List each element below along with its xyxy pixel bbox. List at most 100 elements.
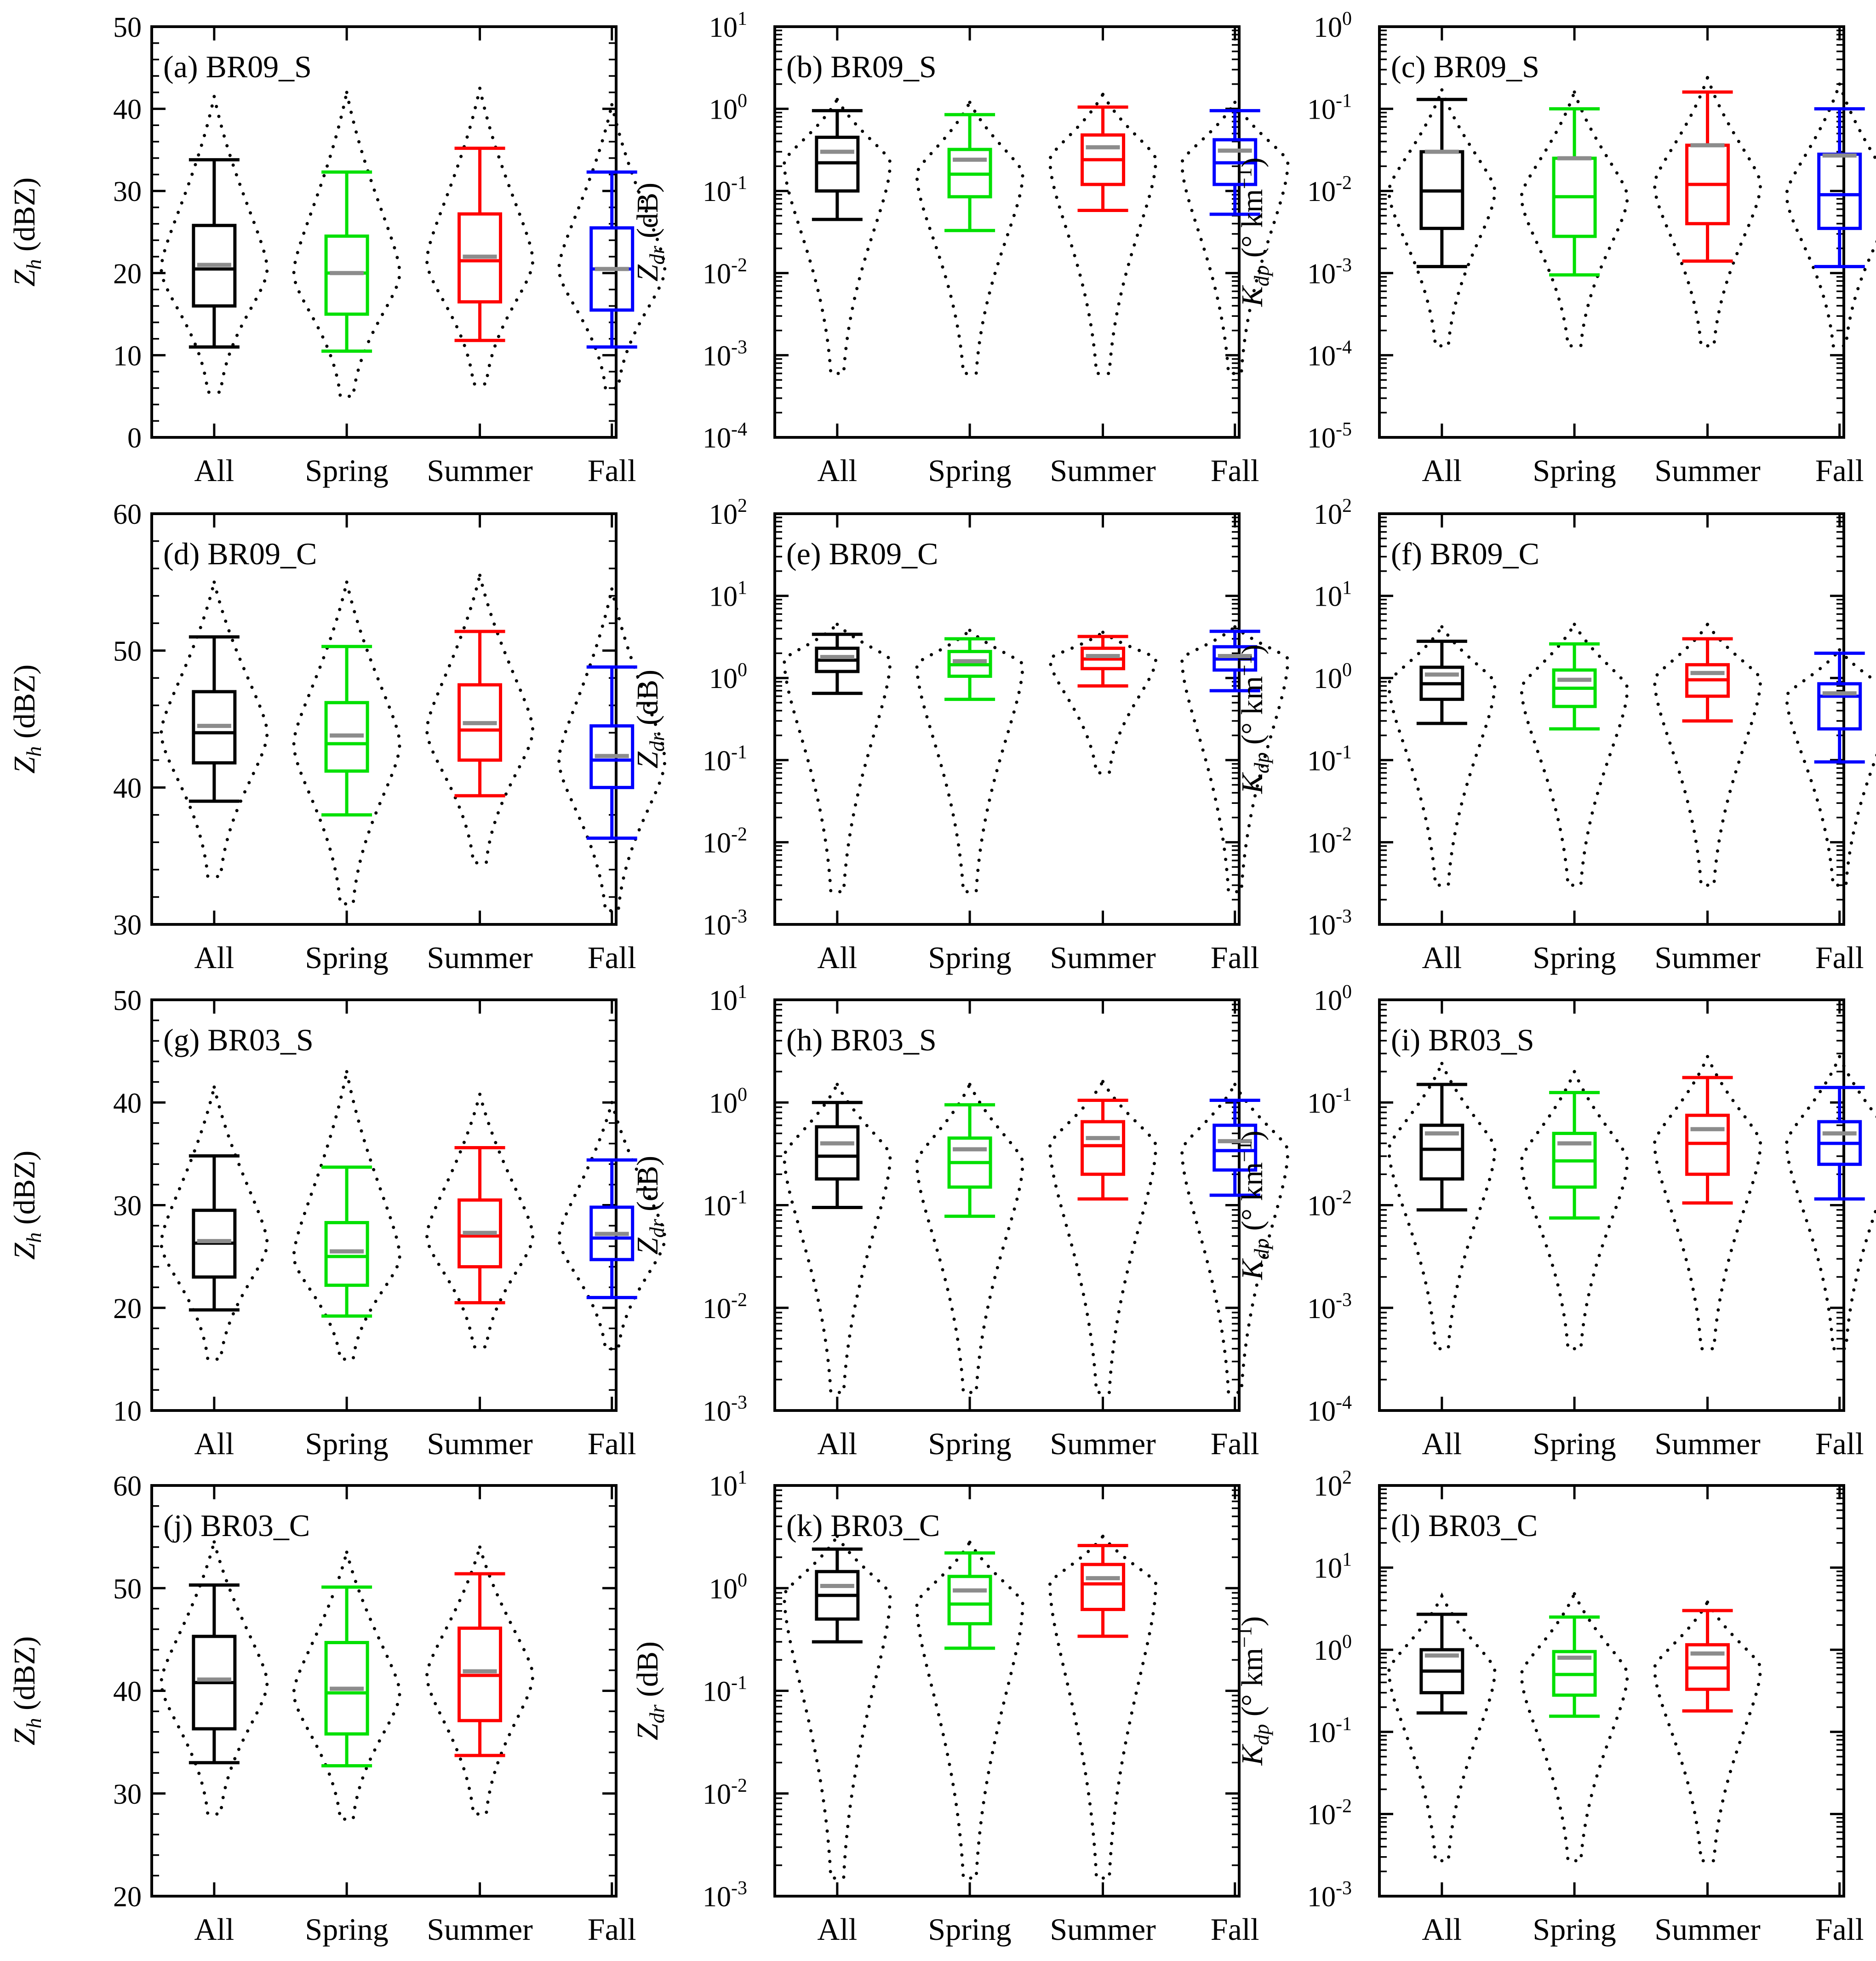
y-tick-label: 50 — [113, 636, 142, 667]
y-tick-label: 40 — [113, 1088, 142, 1119]
violin-all — [160, 96, 269, 394]
violin-fall — [557, 588, 667, 912]
y-tick-label: 100 — [709, 1084, 747, 1119]
y-tick-label: 30 — [113, 176, 142, 207]
box-spring — [324, 1641, 369, 1736]
box-spring — [324, 1221, 369, 1287]
y-axis-label: Kdp (° km−1) — [1233, 1616, 1273, 1766]
axis-frame — [150, 512, 618, 926]
violin-fall — [1785, 647, 1876, 887]
panel-label: (k) BR03_C — [786, 1508, 940, 1543]
y-tick-label: 10-2 — [703, 255, 747, 290]
panel-g: 10 20 30 40 50 All Spring Summer Fall Zh (dBZ) (g)… — [8, 985, 667, 1461]
panel-label: (e) BR09_C — [786, 536, 938, 571]
y-tick-label: 10-1 — [703, 172, 747, 207]
y-tick-label: 10-4 — [1307, 337, 1352, 372]
violin-all — [1387, 1059, 1497, 1351]
x-tick-label: Fall — [588, 453, 636, 488]
y-tick-label: 50 — [113, 12, 142, 43]
box-summer — [1081, 1120, 1126, 1176]
box-all — [192, 224, 237, 308]
y-tick-label: 10-2 — [703, 1290, 747, 1325]
y-tick-label: 10-4 — [1307, 1392, 1352, 1427]
box-summer — [458, 683, 503, 762]
panel-label: (c) BR09_S — [1391, 49, 1539, 84]
x-tick-label: Summer — [1050, 1912, 1156, 1947]
y-axis-label: Zdr (dB) — [631, 1641, 669, 1740]
violin-spring — [1520, 1590, 1629, 1863]
y-tick-label: 10-1 — [1307, 742, 1352, 777]
x-tick-label: All — [1422, 453, 1462, 488]
y-tick-label: 40 — [113, 773, 142, 804]
panel-b: 10-4 10-3 10-2 10-1 100 101 All Spring Summer Fal… — [631, 8, 1290, 488]
y-axis-label: Zdr (dB) — [631, 183, 669, 281]
y-tick-label: 10-3 — [1307, 1290, 1352, 1325]
box-fall — [1213, 1124, 1258, 1172]
y-tick-label: 100 — [709, 659, 747, 694]
axis-frame — [1378, 512, 1845, 926]
x-tick-label: All — [194, 940, 234, 975]
y-tick-label: 100 — [709, 1570, 747, 1605]
box-fall — [589, 724, 635, 789]
y-tick-label: 60 — [113, 499, 142, 530]
violin-summer — [1653, 1052, 1762, 1351]
violin-all — [783, 1081, 892, 1394]
y-tick-label: 102 — [1314, 495, 1352, 530]
x-tick-label: All — [194, 453, 234, 488]
y-axis-label: Kdp (° km−1) — [1233, 644, 1273, 794]
box-spring — [947, 1575, 992, 1626]
panel-j: 20 30 40 50 60 All Spring Summer Fall Zh (dBZ) (j)… — [8, 1471, 636, 1947]
y-axis-label: Kdp (° km−1) — [1233, 1130, 1273, 1280]
y-tick-label: 10-1 — [703, 1673, 747, 1708]
x-tick-label: Fall — [1815, 1912, 1864, 1947]
y-tick-label: 50 — [113, 985, 142, 1016]
x-tick-label: Summer — [1050, 1426, 1156, 1461]
x-tick-label: Summer — [1654, 1426, 1761, 1461]
y-tick-label: 40 — [113, 94, 142, 126]
box-spring — [324, 234, 369, 316]
violin-spring — [915, 1080, 1024, 1394]
y-tick-label: 10-1 — [703, 742, 747, 777]
violin-fall — [1180, 625, 1290, 894]
violin-summer — [1653, 1599, 1762, 1863]
axis-frame — [773, 998, 1241, 1412]
y-tick-label: 100 — [1314, 981, 1352, 1016]
y-axis-label: Zh (dBZ) — [8, 665, 46, 774]
y-axis-label: Zdr (dB) — [631, 670, 669, 768]
axis-frame — [1378, 1484, 1845, 1898]
y-tick-label: 101 — [709, 578, 747, 613]
y-tick-label: 10-2 — [703, 824, 747, 859]
panel-k: 10-3 10-2 10-1 100 101 All Spring Summer Fall Zdr… — [631, 1467, 1259, 1947]
y-tick-label: 10-1 — [703, 1187, 747, 1222]
axis-frame — [773, 25, 1241, 439]
x-tick-label: Spring — [928, 453, 1011, 488]
panel-label: (b) BR09_S — [786, 49, 937, 84]
y-tick-label: 50 — [113, 1573, 142, 1605]
panel-e: 10-3 10-2 10-1 100 101 102 All Spring Summer Fall… — [631, 495, 1290, 975]
y-tick-label: 20 — [113, 1293, 142, 1325]
y-tick-label: 102 — [1314, 1467, 1352, 1502]
x-tick-label: Fall — [1815, 1426, 1864, 1461]
y-tick-label: 100 — [1314, 1631, 1352, 1666]
violin-summer — [1048, 630, 1158, 774]
y-tick-label: 10-3 — [703, 337, 747, 372]
box-fall — [1817, 682, 1862, 731]
x-tick-label: Spring — [305, 1426, 388, 1461]
violin-all — [783, 622, 892, 894]
violin-fall — [557, 1096, 667, 1351]
y-tick-label: 10-3 — [1307, 1878, 1352, 1913]
x-tick-label: Spring — [305, 453, 388, 488]
y-tick-label: 0 — [127, 423, 142, 454]
box-summer — [458, 212, 503, 304]
violin-summer — [425, 88, 535, 386]
x-tick-label: All — [1422, 1912, 1462, 1947]
y-tick-label: 10-2 — [1307, 1795, 1352, 1830]
axis-frame — [150, 998, 618, 1412]
y-tick-label: 10-2 — [703, 1775, 747, 1810]
panel-c: 10-5 10-4 10-3 10-2 10-1 100 All Spring Summer Fa… — [1233, 8, 1876, 488]
x-tick-label: Summer — [1050, 453, 1156, 488]
x-tick-label: All — [817, 1426, 857, 1461]
panel-i: 10-4 10-3 10-2 10-1 100 All Spring Summer Fall Kd… — [1233, 981, 1876, 1461]
violin-all — [1387, 1592, 1497, 1863]
y-tick-label: 10-2 — [1307, 172, 1352, 207]
